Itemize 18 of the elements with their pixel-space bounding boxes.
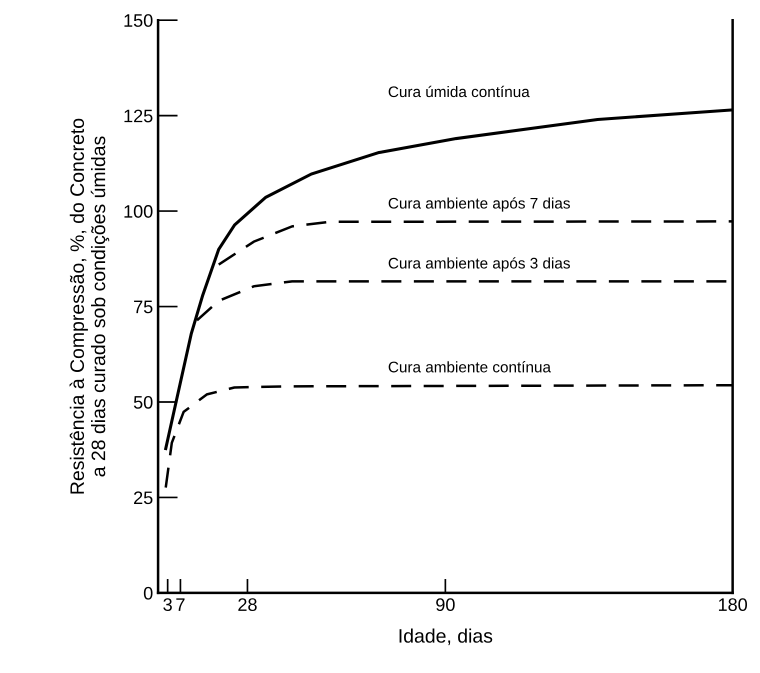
y-tick-label: 0 (144, 586, 153, 600)
x-axis-title: Idade, dias (400, 628, 492, 646)
x-tick-label: 90 (436, 598, 455, 612)
series-label: Cura ambiente contínua (388, 361, 551, 372)
text: Cura úmida contínua (388, 86, 530, 98)
y-tick-label: 25 (134, 491, 152, 504)
y-tick-label: 75 (134, 300, 152, 314)
x-tick-label: 3 (163, 598, 172, 612)
x-tick-label: 180 (718, 598, 747, 612)
series-label: Cura ambiente após 7 dias (388, 197, 570, 212)
series-label: Cura ambiente após 3 dias (388, 257, 570, 272)
x-tick-label: 28 (238, 598, 257, 612)
y-axis-title: Resistência à Compressão, %, do Concreto a 28 dias curado sob condições úmidas (70, 118, 110, 494)
y-tick-label: 150 (124, 14, 153, 27)
y-tick-label: 125 (124, 110, 152, 122)
x-tick-label: 7 (176, 598, 185, 611)
y-tick-label: 50 (134, 396, 153, 409)
y-tick-label: 100 (124, 205, 153, 218)
